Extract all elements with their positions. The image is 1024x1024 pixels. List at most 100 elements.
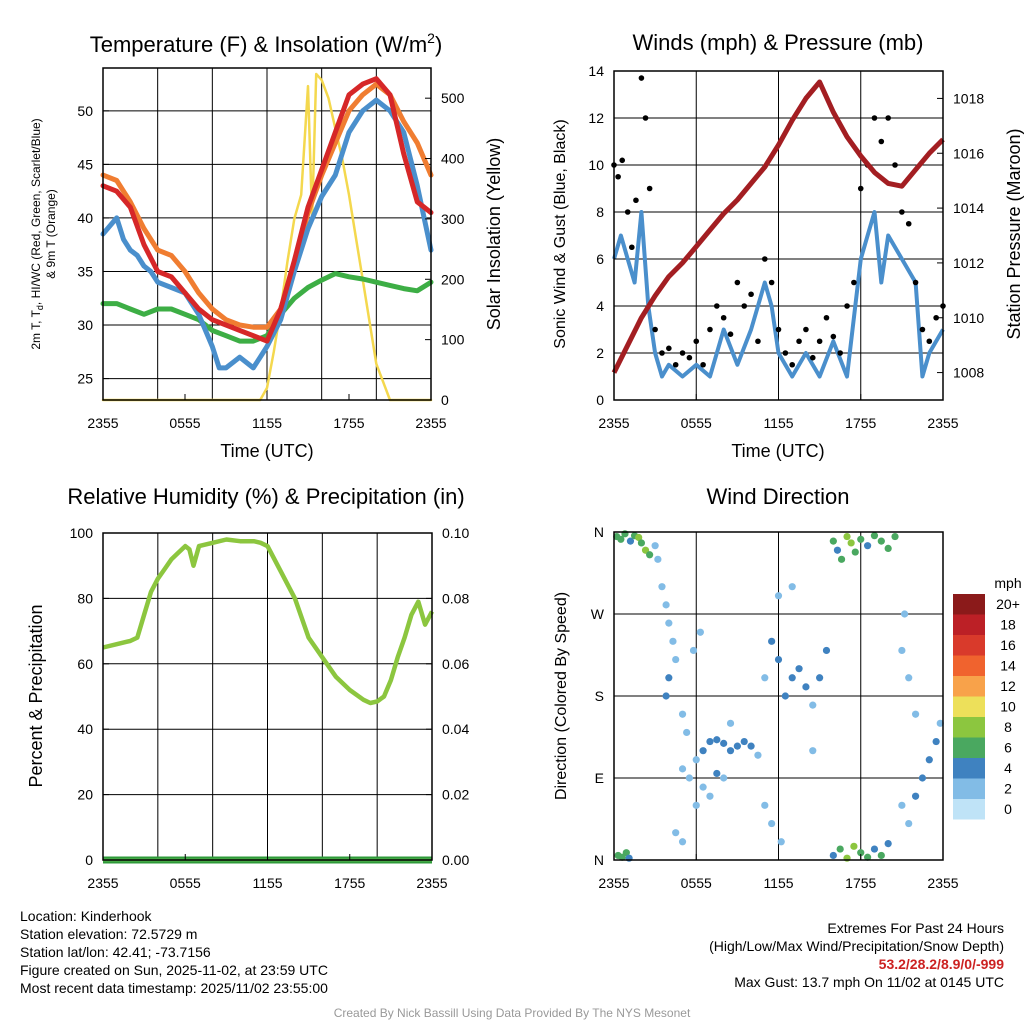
temp-series <box>100 72 434 402</box>
dir-y-ticks-left: N E S W N <box>591 524 620 868</box>
colorbar-swatch <box>953 737 985 758</box>
y-tick-label: 35 <box>77 263 93 279</box>
x-tick-label: 1155 <box>252 875 282 891</box>
direction-point <box>637 539 646 547</box>
gust-point <box>734 279 741 286</box>
direction-point <box>795 665 803 673</box>
direction-point <box>911 792 920 800</box>
y-tick-label: 0.00 <box>442 852 469 868</box>
y-tick-label: W <box>591 606 605 622</box>
direction-point <box>925 756 933 764</box>
colorbar-title: mph <box>994 575 1021 591</box>
direction-point <box>740 737 748 746</box>
direction-point <box>654 555 662 563</box>
x-tick-label: 2355 <box>598 875 629 891</box>
gust-point <box>851 279 857 286</box>
dir-title: Wind Direction <box>706 484 849 509</box>
direction-point <box>847 539 855 547</box>
colorbar-swatch <box>953 594 985 615</box>
wind-x-ticks: 2355 0555 1155 1755 2355 <box>598 394 959 431</box>
gust-point <box>885 115 891 121</box>
direction-point <box>864 853 872 861</box>
x-tick-label: 2355 <box>416 875 447 891</box>
direction-point <box>692 801 700 809</box>
y-tick-label: 500 <box>441 90 465 106</box>
y-tick-label: 100 <box>70 525 94 541</box>
direction-point <box>706 792 714 800</box>
gust-point <box>633 197 639 204</box>
direction-point <box>635 533 643 542</box>
direction-point <box>692 756 700 764</box>
direction-point <box>877 851 885 860</box>
y-tick-label: 40 <box>77 721 93 737</box>
temp-y-ticks-left: 25 30 35 40 45 50 <box>77 103 109 387</box>
winds-panel: Winds (mph) & Pressure (mb) 2355 0555 1155… <box>552 30 1024 461</box>
direction-point <box>774 655 783 664</box>
gust-point <box>755 338 761 345</box>
x-tick-label: 0555 <box>681 415 712 431</box>
direction-point <box>768 819 776 828</box>
gust-point <box>638 75 645 81</box>
humidity-panel: Relative Humidity (%) & Precipitation (i… <box>26 484 469 891</box>
direction-point <box>857 849 865 857</box>
location-text: Location: Kinderhook <box>20 908 152 924</box>
colorbar-swatch <box>953 676 985 697</box>
y-tick-label: 50 <box>77 103 93 119</box>
direction-point <box>777 838 785 846</box>
colorbar-swatch <box>953 696 985 717</box>
y-tick-label: S <box>595 688 604 704</box>
direction-point <box>761 801 769 809</box>
direction-point <box>843 532 851 541</box>
colorbar-swatch <box>953 778 985 799</box>
gust-point <box>646 185 653 192</box>
direction-point <box>617 535 625 543</box>
y-tick-label: 0.04 <box>442 721 469 737</box>
gust-point <box>652 326 658 333</box>
direction-point <box>884 840 892 848</box>
gust-point <box>679 350 686 356</box>
y-tick-label: 4 <box>596 298 604 314</box>
colorbar-label: 0 <box>1004 801 1012 817</box>
rh-x-ticks: 2355 0555 1155 1755 2355 <box>87 854 448 891</box>
rh-y-ticks-right: 0.00 0.02 0.04 0.06 0.08 0.10 <box>426 525 469 868</box>
direction-point <box>689 646 698 655</box>
wind-series <box>611 75 946 379</box>
direction-point <box>696 628 704 636</box>
direction-point <box>733 742 741 750</box>
direction-point <box>651 542 659 550</box>
colorbar-swatch <box>953 614 985 635</box>
colorbar-label: 4 <box>1004 760 1012 776</box>
series-line-station-pressure <box>611 79 945 374</box>
direction-point <box>864 542 872 550</box>
gust-point <box>686 354 693 361</box>
extremes-legend: (High/Low/Max Wind/Precipitation/Snow De… <box>709 938 1004 954</box>
gust-point <box>816 338 823 345</box>
max-gust-text: Max Gust: 13.7 mph On 11/02 at 0145 UTC <box>734 974 1004 990</box>
x-tick-label: 1755 <box>845 415 876 431</box>
gust-point <box>615 173 621 180</box>
direction-point <box>829 537 837 545</box>
gust-point <box>899 209 905 215</box>
gust-point <box>871 115 878 121</box>
direction-point <box>662 601 670 609</box>
y-tick-label: 1016 <box>953 145 984 161</box>
colorbar-label: 16 <box>1000 637 1016 653</box>
gust-point <box>933 314 939 321</box>
temp-gridlines <box>103 68 431 400</box>
y-tick-label: 45 <box>77 156 93 172</box>
temp-y-axis-label-right: Solar Insolation (Yellow) <box>484 138 504 330</box>
direction-point <box>665 674 673 682</box>
y-tick-label: 40 <box>77 210 93 226</box>
gust-point <box>803 326 809 333</box>
direction-point <box>822 646 831 655</box>
x-tick-label: 0555 <box>681 875 712 891</box>
colorbar-label: 18 <box>1000 617 1016 633</box>
gust-point <box>666 345 672 352</box>
gust-point <box>878 138 885 145</box>
direction-point <box>802 683 810 691</box>
y-tick-label: 1018 <box>953 90 984 106</box>
latlon-text: Station lat/lon: 42.41; -73.7156 <box>20 944 211 960</box>
extremes-values: 53.2/28.2/8.9/0/-999 <box>878 956 1004 972</box>
series-line-hi-wc <box>100 97 434 371</box>
